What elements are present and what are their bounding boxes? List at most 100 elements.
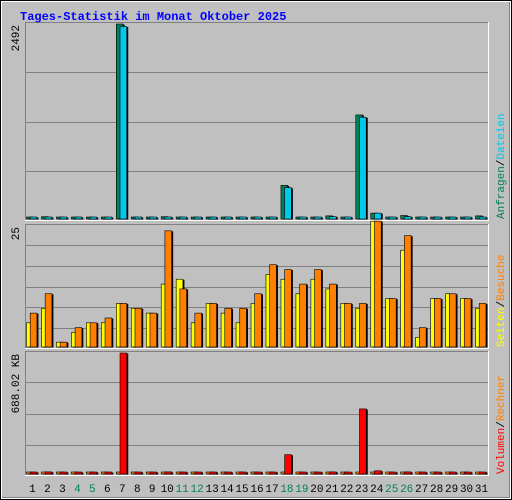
bar-besuche-day-20 bbox=[314, 269, 322, 348]
bar-volumen-day-2 bbox=[44, 471, 53, 475]
x-tick-label-day-22: 22 bbox=[340, 484, 353, 496]
x-tick-label-day-21: 21 bbox=[325, 484, 339, 496]
bar-volumen-day-14 bbox=[224, 471, 232, 475]
plot-area-3 bbox=[25, 351, 489, 476]
x-tick-label-day-5: 5 bbox=[89, 484, 96, 496]
bar-volumen-day-30 bbox=[463, 471, 472, 475]
bar-dateien-day-29 bbox=[448, 216, 457, 220]
bar-besuche-day-13 bbox=[209, 303, 217, 348]
bar-besuche-day-8 bbox=[134, 307, 143, 348]
bar-dateien-day-1 bbox=[29, 216, 38, 220]
bar-volumen-day-12 bbox=[194, 471, 202, 475]
x-tick-label-day-19: 19 bbox=[295, 484, 308, 496]
bar-volumen-day-23 bbox=[359, 408, 367, 475]
bar-besuche-day-18 bbox=[284, 269, 292, 348]
x-tick-label-day-9: 9 bbox=[149, 484, 156, 496]
bar-besuche-day-16 bbox=[254, 293, 262, 348]
bar-volumen-day-19 bbox=[299, 471, 307, 475]
bar-besuche-day-30 bbox=[463, 298, 472, 348]
bar-besuche-day-10 bbox=[164, 230, 172, 348]
bar-besuche-day-27 bbox=[419, 327, 427, 348]
bar-volumen-day-18 bbox=[284, 454, 292, 475]
bar-dateien-day-7 bbox=[119, 26, 128, 220]
bar-dateien-day-12 bbox=[194, 216, 202, 220]
x-tick-label-day-1: 1 bbox=[29, 484, 36, 496]
bar-dateien-day-24 bbox=[374, 212, 382, 220]
bar-volumen-day-6 bbox=[104, 471, 113, 475]
x-tick-label-day-28: 28 bbox=[430, 484, 443, 496]
bar-dateien-day-25 bbox=[389, 216, 397, 220]
bar-besuche-day-14 bbox=[224, 307, 232, 348]
bar-volumen-day-10 bbox=[164, 471, 172, 475]
bar-volumen-day-24 bbox=[374, 470, 382, 475]
bar-besuche-day-9 bbox=[149, 312, 157, 348]
x-tick-label-day-20: 20 bbox=[310, 484, 323, 496]
x-tick-label-day-15: 15 bbox=[235, 484, 248, 496]
x-tick-label-day-6: 6 bbox=[104, 484, 111, 496]
x-tick-label-day-23: 23 bbox=[355, 484, 368, 496]
bar-dateien-day-8 bbox=[134, 216, 143, 220]
x-tick-label-day-27: 27 bbox=[415, 484, 428, 496]
bar-dateien-day-28 bbox=[434, 216, 442, 220]
bar-dateien-day-11 bbox=[179, 216, 187, 220]
bar-volumen-day-29 bbox=[448, 471, 457, 475]
bar-volumen-day-7 bbox=[119, 352, 128, 475]
x-tick-label-day-26: 26 bbox=[400, 484, 413, 496]
x-tick-label-day-10: 10 bbox=[161, 484, 174, 496]
bar-dateien-day-19 bbox=[299, 216, 307, 220]
bar-dateien-day-22 bbox=[344, 216, 352, 220]
x-tick-label-day-13: 13 bbox=[205, 484, 218, 496]
bar-volumen-day-3 bbox=[59, 471, 68, 475]
bar-dateien-day-31 bbox=[478, 216, 487, 220]
bar-volumen-day-1 bbox=[29, 471, 38, 475]
x-tick-label-day-12: 12 bbox=[191, 484, 204, 496]
bar-besuche-day-6 bbox=[104, 317, 113, 348]
bar-besuche-day-7 bbox=[119, 303, 128, 348]
bar-besuche-day-29 bbox=[448, 293, 457, 348]
bar-besuche-day-2 bbox=[44, 293, 53, 348]
bar-dateien-day-15 bbox=[239, 216, 247, 220]
bar-dateien-day-27 bbox=[419, 216, 427, 220]
bar-besuche-day-25 bbox=[389, 298, 397, 348]
bar-dateien-day-18 bbox=[284, 187, 292, 220]
bar-dateien-day-16 bbox=[254, 216, 262, 220]
x-tick-label-day-14: 14 bbox=[220, 484, 234, 496]
right-axis-label-1: Anfragen/Dateien bbox=[496, 113, 508, 219]
x-tick-label-day-16: 16 bbox=[250, 484, 263, 496]
bar-dateien-day-17 bbox=[269, 216, 277, 220]
bar-volumen-day-17 bbox=[269, 471, 277, 475]
x-tick-label-day-24: 24 bbox=[370, 484, 384, 496]
bar-besuche-day-4 bbox=[74, 327, 83, 348]
bar-dateien-day-4 bbox=[74, 216, 83, 220]
right-axis-label-2: Seiten/Besuche bbox=[496, 255, 508, 347]
bar-volumen-day-9 bbox=[149, 471, 157, 475]
bar-volumen-day-15 bbox=[239, 471, 247, 475]
bar-volumen-day-25 bbox=[389, 471, 397, 475]
bar-volumen-day-26 bbox=[404, 471, 412, 475]
x-tick-label-day-3: 3 bbox=[59, 484, 66, 496]
bar-besuche-day-24 bbox=[374, 220, 382, 348]
y-axis-max-label: 2492 bbox=[11, 25, 23, 51]
bar-besuche-day-1 bbox=[29, 312, 38, 348]
bar-volumen-day-21 bbox=[329, 471, 337, 475]
bar-besuche-day-5 bbox=[89, 322, 98, 348]
x-tick-label-day-30: 30 bbox=[460, 484, 473, 496]
bar-besuche-day-26 bbox=[404, 235, 412, 348]
x-tick-label-day-11: 11 bbox=[176, 484, 190, 496]
bar-dateien-day-30 bbox=[463, 216, 472, 220]
bar-besuche-day-28 bbox=[434, 298, 442, 348]
bar-dateien-day-2 bbox=[44, 216, 53, 220]
right-axis-label-3: Volumen/Rechner bbox=[496, 375, 508, 474]
x-tick-label-day-29: 29 bbox=[445, 484, 458, 496]
bar-dateien-day-13 bbox=[209, 216, 217, 220]
x-tick-label-day-4: 4 bbox=[74, 484, 81, 496]
bar-besuche-day-23 bbox=[359, 303, 367, 348]
bar-besuche-day-3 bbox=[59, 341, 68, 348]
x-tick-label-day-7: 7 bbox=[119, 484, 126, 496]
bar-dateien-day-23 bbox=[359, 116, 367, 220]
bar-besuche-day-11 bbox=[179, 288, 187, 348]
bar-dateien-day-21 bbox=[329, 216, 337, 220]
bar-dateien-day-14 bbox=[224, 216, 232, 220]
